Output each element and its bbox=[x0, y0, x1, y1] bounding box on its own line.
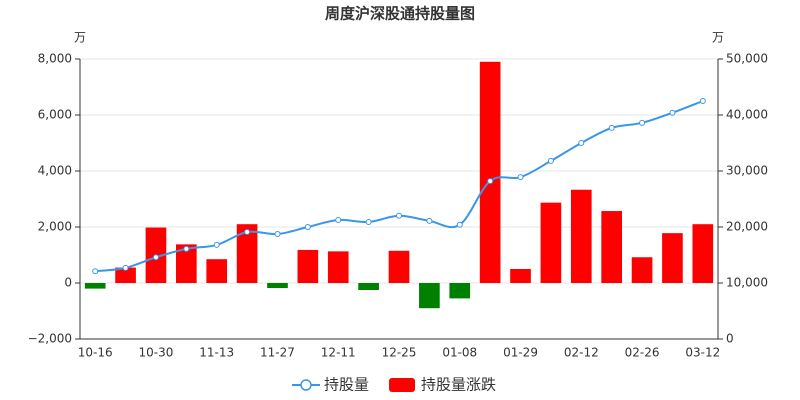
bar bbox=[84, 283, 106, 289]
line-point bbox=[608, 124, 615, 131]
bar bbox=[540, 202, 562, 283]
y-unit: 万 bbox=[74, 31, 86, 45]
bar bbox=[388, 250, 410, 283]
x-tick-label: 01-08 bbox=[442, 346, 477, 360]
y-tick-label: 8,000 bbox=[38, 52, 72, 66]
line-point bbox=[547, 157, 554, 164]
line-point bbox=[578, 140, 585, 146]
y2-tick-label: 30,000 bbox=[726, 164, 768, 178]
x-tick-label: 11-13 bbox=[199, 346, 234, 360]
y-tick-label: 6,000 bbox=[38, 108, 72, 122]
bar bbox=[479, 61, 501, 283]
x-tick-label: 03-12 bbox=[685, 346, 720, 360]
y2-tick-label: 0 bbox=[726, 332, 734, 346]
line-point bbox=[517, 174, 524, 181]
line-point bbox=[335, 217, 342, 223]
y2-tick-label: 40,000 bbox=[726, 108, 768, 122]
bar bbox=[510, 269, 531, 283]
bar bbox=[297, 249, 319, 283]
y-tick-label: 4,000 bbox=[38, 164, 72, 178]
bar bbox=[327, 251, 349, 283]
y2-tick-label: 10,000 bbox=[726, 276, 768, 290]
bar bbox=[570, 189, 592, 283]
line-point bbox=[92, 268, 99, 275]
line-point bbox=[183, 245, 190, 252]
x-tick-label: 10-16 bbox=[78, 346, 113, 360]
legend-marker bbox=[300, 379, 312, 391]
x-tick-label: 10-30 bbox=[139, 346, 174, 360]
legend-label: 持股量涨跌 bbox=[421, 376, 496, 394]
bar bbox=[631, 257, 653, 283]
line-point bbox=[152, 254, 159, 261]
y-tick-label: 0 bbox=[64, 276, 72, 290]
x-tick-label: 12-25 bbox=[382, 346, 417, 360]
bar bbox=[692, 224, 714, 283]
bar bbox=[358, 283, 379, 290]
line-point bbox=[639, 119, 646, 126]
bar bbox=[115, 267, 136, 283]
line-point bbox=[396, 212, 402, 219]
line-point bbox=[274, 231, 281, 237]
legend-label: 持股量 bbox=[324, 376, 369, 394]
line-point bbox=[669, 109, 676, 116]
y-tick-label: 2,000 bbox=[38, 220, 72, 234]
line-point bbox=[365, 218, 372, 225]
y-tick-label: −2,000 bbox=[28, 332, 72, 346]
y2-tick-label: 50,000 bbox=[726, 52, 768, 66]
line-point bbox=[244, 229, 251, 236]
line-point bbox=[426, 217, 433, 224]
bar bbox=[601, 211, 622, 283]
y2-tick-label: 20,000 bbox=[726, 220, 768, 234]
x-tick-label: 12-11 bbox=[321, 346, 356, 360]
legend-swatch bbox=[389, 378, 416, 392]
x-tick-label: 11-27 bbox=[260, 346, 295, 360]
chart-title: 周度沪深股通持股量图 bbox=[325, 5, 475, 23]
bar bbox=[419, 283, 440, 309]
bar bbox=[176, 244, 197, 283]
line-point bbox=[487, 178, 494, 185]
x-tick-label: 02-26 bbox=[625, 346, 660, 360]
line-point bbox=[699, 98, 706, 104]
line-point bbox=[122, 264, 129, 271]
x-tick-label: 02-12 bbox=[564, 346, 599, 360]
line-point bbox=[304, 224, 311, 230]
x-tick-label: 01-29 bbox=[503, 346, 538, 360]
bar bbox=[662, 233, 683, 283]
line-point bbox=[456, 221, 463, 228]
line-point bbox=[213, 241, 220, 248]
bar bbox=[449, 283, 471, 299]
bar bbox=[236, 224, 258, 283]
bar bbox=[267, 283, 288, 289]
y2-unit: 万 bbox=[712, 31, 724, 45]
bar bbox=[206, 259, 228, 283]
